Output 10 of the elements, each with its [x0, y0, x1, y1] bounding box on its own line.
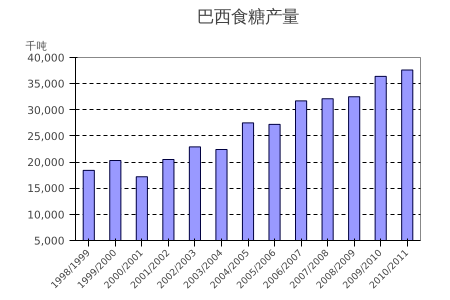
chart-title: 巴西食糖产量 — [197, 8, 299, 28]
y-tick-label: 20,000 — [27, 156, 65, 170]
y-tick-label: 40,000 — [27, 52, 65, 64]
y-tick-label: 10,000 — [27, 208, 65, 222]
y-tick-label: 5,000 — [34, 234, 65, 248]
y-tick-label: 15,000 — [27, 182, 65, 196]
y-tick-label: 35,000 — [27, 78, 65, 91]
y-tick-label: 25,000 — [27, 130, 65, 143]
y-axis-title: 千吨 — [26, 40, 48, 52]
y-tick-label: 30,000 — [27, 104, 65, 117]
